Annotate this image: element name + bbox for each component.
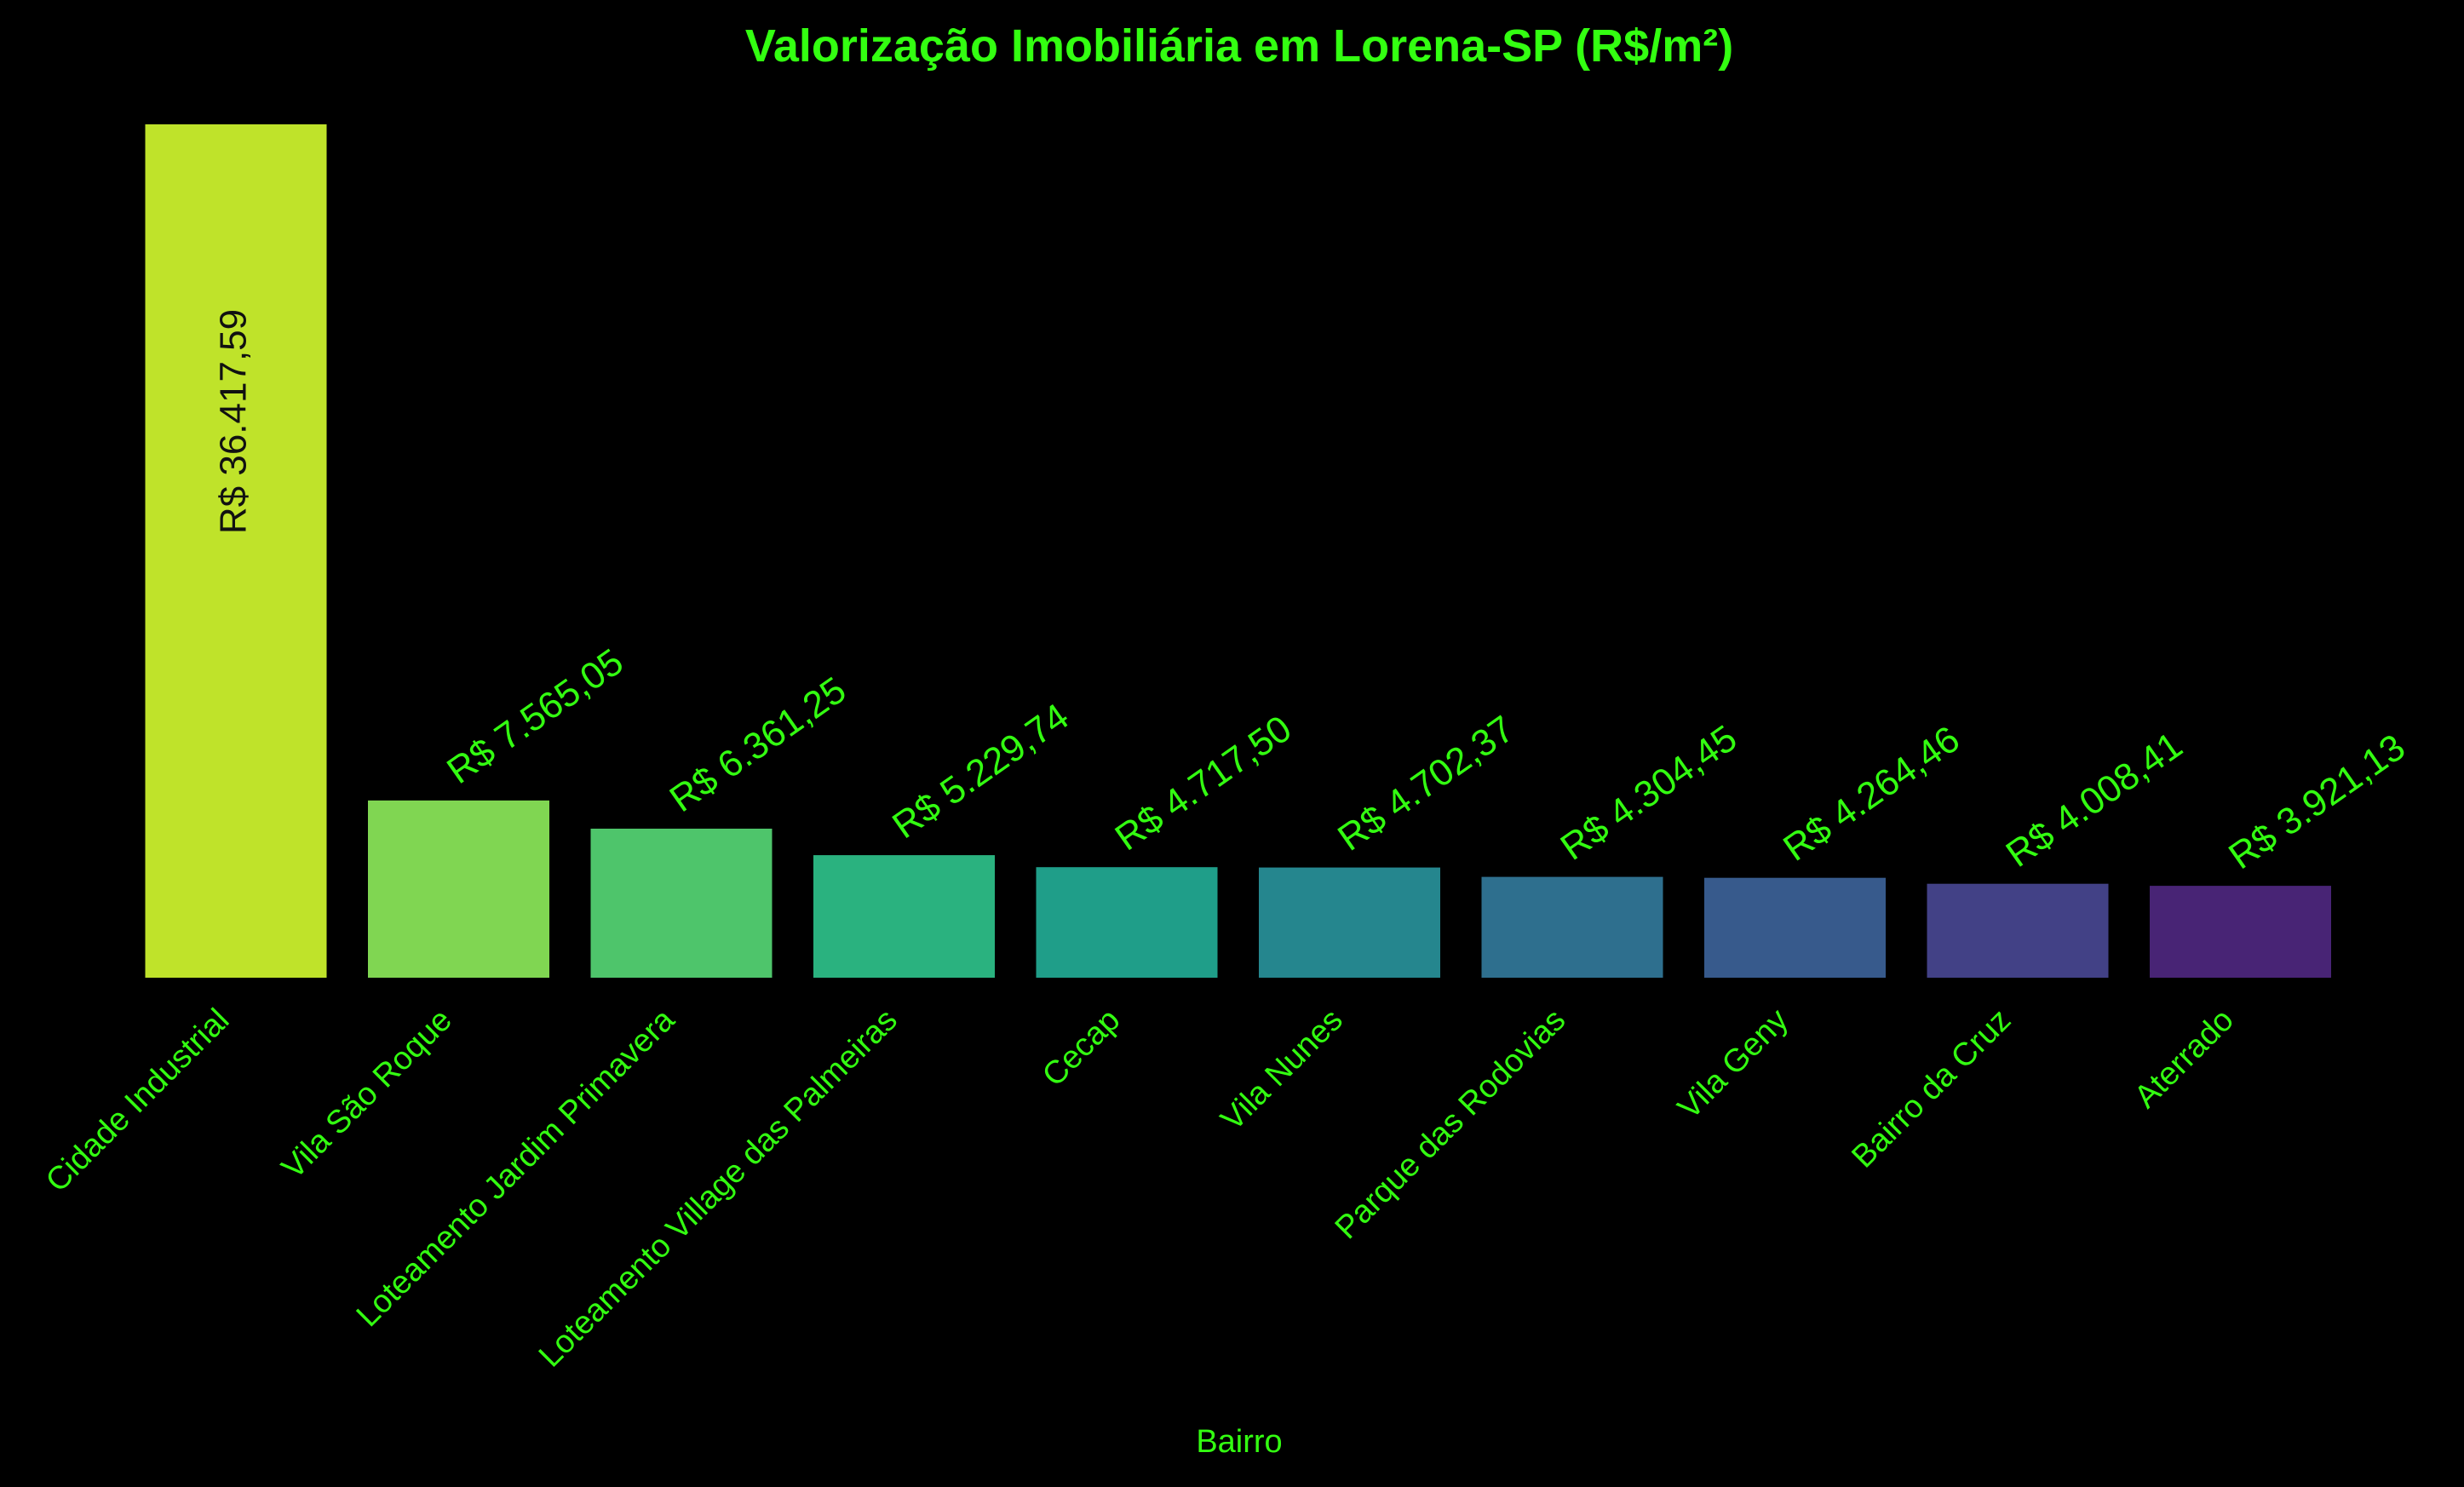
- x-axis-label: Bairro: [1196, 1424, 1282, 1460]
- bars-layer: [145, 124, 2331, 978]
- bar: [1259, 867, 1440, 978]
- bar: [368, 800, 549, 978]
- bar: [1927, 883, 2109, 978]
- bar: [590, 829, 773, 978]
- bar: [813, 855, 995, 978]
- bar: [2150, 886, 2331, 978]
- chart-title: Valorização Imobiliária em Lorena-SP (R$…: [745, 20, 1733, 72]
- bar: [1036, 867, 1218, 978]
- bar: [145, 124, 327, 978]
- bar: [1481, 876, 1663, 978]
- bar: [1704, 877, 1886, 978]
- bar-value-label: R$ 36.417,59: [213, 309, 255, 534]
